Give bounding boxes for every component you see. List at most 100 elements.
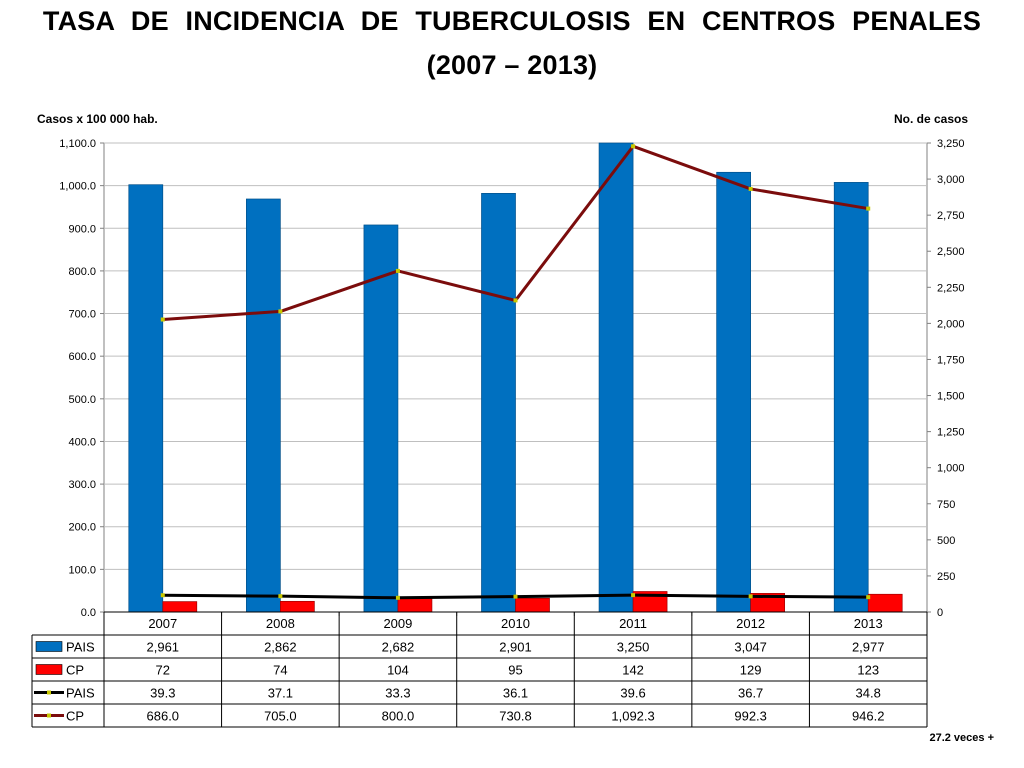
y-right-tick-label: 2,750 <box>937 210 965 222</box>
data-label: 104 <box>387 663 409 678</box>
footnote: 27.2 veces + <box>929 732 994 744</box>
y-left-tick-label: 800.0 <box>68 266 96 278</box>
y-left-tick-label: 1,000.0 <box>59 181 96 193</box>
point-pais-2007 <box>160 593 165 598</box>
y-right-tick-label: 2,000 <box>937 318 965 330</box>
bar-pais-2013 <box>833 182 869 613</box>
data-label: 1,092.3 <box>611 709 654 724</box>
legend-key-bar-pais <box>35 641 63 652</box>
point-pais-2013 <box>866 595 871 600</box>
y-left-tick-label: 500.0 <box>68 394 96 406</box>
y-right-tick-label: 1,250 <box>937 427 965 439</box>
data-label: 129 <box>740 663 762 678</box>
data-label: 95 <box>508 663 522 678</box>
data-label: 37.1 <box>268 686 293 701</box>
y-left-tick-label: 400.0 <box>68 436 96 448</box>
y-right-tick-label: 1,000 <box>937 463 965 475</box>
bar-pais-2009 <box>363 224 399 613</box>
bar-pais-2011 <box>598 142 634 613</box>
data-label: 39.3 <box>150 686 175 701</box>
y-left-tick-label: 700.0 <box>68 309 96 321</box>
y-left-tick-label: 300.0 <box>68 479 96 491</box>
y-right-tick-label: 0 <box>937 607 943 619</box>
data-label: 800.0 <box>382 709 415 724</box>
bar-pais-2010 <box>481 193 516 613</box>
point-pais-2012 <box>748 594 753 599</box>
data-label: 36.1 <box>503 686 528 701</box>
y-left-tick-label: 0.0 <box>81 607 96 619</box>
data-label: 705.0 <box>264 709 297 724</box>
data-label: 2,682 <box>382 640 415 655</box>
bar-cp-2007 <box>162 601 198 613</box>
legend-series-name: PAIS <box>66 640 95 655</box>
y-left-tick-label: 600.0 <box>68 351 96 363</box>
point-cp-2007 <box>160 317 165 322</box>
point-cp-2009 <box>395 268 400 273</box>
y-left-axis-title: Casos x 100 000 hab. <box>37 112 158 126</box>
point-pais-2009 <box>395 595 400 600</box>
bar-pais-2008 <box>246 198 281 613</box>
y-right-axis-title: No. de casos <box>894 112 969 126</box>
chart-subtitle: (2007 – 2013) <box>426 50 598 80</box>
x-tick-label: 2007 <box>148 616 177 631</box>
data-label: 3,047 <box>734 640 767 655</box>
y-right-tick-label: 2,250 <box>937 282 965 294</box>
bar-cp-2008 <box>280 600 315 613</box>
bar-cp-2010 <box>515 597 550 613</box>
legend-key-marker <box>47 690 51 695</box>
y-right-tick-label: 1,500 <box>937 391 965 403</box>
data-label: 3,250 <box>617 640 650 655</box>
x-tick-label: 2012 <box>736 616 765 631</box>
data-label: 34.8 <box>856 686 881 701</box>
y-left-tick-label: 100.0 <box>68 564 96 576</box>
y-right-tick-label: 250 <box>937 571 955 583</box>
x-tick-label: 2013 <box>854 616 883 631</box>
y-right-tick-label: 3,000 <box>937 174 965 186</box>
bar-pais-2007 <box>128 184 164 613</box>
data-label: 730.8 <box>499 709 532 724</box>
chart-title: TASA DE INCIDENCIA DE TUBERCULOSIS EN CE… <box>42 6 982 36</box>
legend-series-name: CP <box>66 709 84 724</box>
x-tick-label: 2011 <box>619 616 647 631</box>
data-label: 142 <box>622 663 644 678</box>
x-tick-label: 2008 <box>266 616 295 631</box>
point-pais-2008 <box>278 594 283 599</box>
point-pais-2010 <box>513 594 518 599</box>
legend-series-name: CP <box>66 663 84 678</box>
bar-pais-2012 <box>716 171 751 613</box>
data-label: 2,961 <box>147 640 180 655</box>
data-label: 2,862 <box>264 640 297 655</box>
y-left-tick-label: 900.0 <box>68 223 96 235</box>
x-tick-label: 2010 <box>501 616 530 631</box>
y-right-tick-label: 3,250 <box>937 138 965 150</box>
point-cp-2010 <box>513 298 518 303</box>
data-label: 2,977 <box>852 640 885 655</box>
legend-key-marker <box>47 713 51 718</box>
point-cp-2008 <box>278 309 283 314</box>
data-label: 992.3 <box>734 709 767 724</box>
point-cp-2011 <box>631 144 636 149</box>
data-label: 36.7 <box>738 686 763 701</box>
data-label: 123 <box>857 663 879 678</box>
y-right-tick-label: 750 <box>937 499 955 511</box>
y-right-tick-label: 2,500 <box>937 246 965 258</box>
point-cp-2012 <box>748 186 753 191</box>
legend-series-name: PAIS <box>66 686 95 701</box>
x-tick-label: 2009 <box>383 616 412 631</box>
data-label: 686.0 <box>147 709 180 724</box>
data-label: 2,901 <box>499 640 532 655</box>
bar-cp-2013 <box>867 593 903 613</box>
y-left-tick-label: 1,100.0 <box>59 138 96 150</box>
y-right-tick-label: 1,750 <box>937 354 965 366</box>
data-label: 74 <box>273 663 287 678</box>
y-left-tick-label: 200.0 <box>68 522 96 534</box>
data-label: 33.3 <box>385 686 410 701</box>
data-label: 72 <box>156 663 170 678</box>
legend-key-bar-cp <box>35 664 63 675</box>
data-label: 946.2 <box>852 709 885 724</box>
y-right-tick-label: 500 <box>937 535 955 547</box>
data-label: 39.6 <box>620 686 645 701</box>
point-cp-2013 <box>866 206 871 211</box>
point-pais-2011 <box>631 593 636 598</box>
